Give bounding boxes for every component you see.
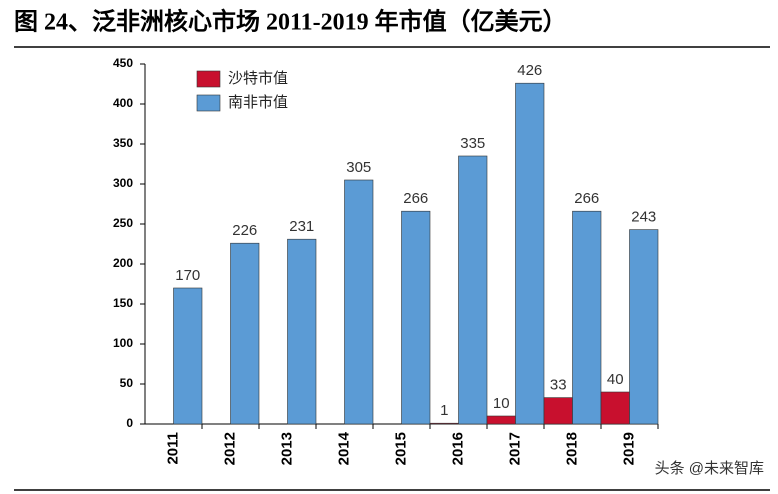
value-label: 266 xyxy=(574,190,599,207)
x-tick-label: 2017 xyxy=(506,432,523,465)
value-label: 305 xyxy=(346,159,371,176)
y-tick-label: 50 xyxy=(120,376,134,390)
value-label: 1 xyxy=(440,402,448,419)
value-label: 10 xyxy=(493,395,510,412)
chart-title: 图 24、泛非洲核心市场 2011-2019 年市值（亿美元） xyxy=(14,8,567,36)
value-label: 426 xyxy=(517,62,542,79)
bar xyxy=(515,82,545,425)
bar xyxy=(230,242,260,425)
x-tick-label: 2012 xyxy=(221,432,238,465)
bar xyxy=(173,287,203,425)
y-tick-label: 300 xyxy=(113,176,133,190)
bar xyxy=(629,229,659,425)
y-tick-label: 150 xyxy=(113,296,133,310)
y-tick-label: 250 xyxy=(113,216,133,230)
bar xyxy=(287,238,317,425)
x-tick-label: 2015 xyxy=(392,432,409,465)
legend-label: 沙特市值 xyxy=(228,70,288,87)
x-tick-label: 2018 xyxy=(563,432,580,465)
y-tick-label: 0 xyxy=(126,416,133,430)
bar xyxy=(600,391,630,425)
value-label: 33 xyxy=(550,377,567,394)
x-tick-label: 2011 xyxy=(164,432,181,465)
y-tick-label: 100 xyxy=(113,336,133,350)
legend-swatch xyxy=(196,70,221,88)
bar xyxy=(344,179,374,425)
y-tick-label: 200 xyxy=(113,256,133,270)
x-tick-label: 2013 xyxy=(278,432,295,465)
x-tick-label: 2014 xyxy=(335,431,352,465)
value-label: 266 xyxy=(403,190,428,207)
y-tick-label: 400 xyxy=(113,96,133,110)
bar xyxy=(543,397,573,425)
bar xyxy=(486,415,516,425)
bar xyxy=(401,210,431,425)
bar xyxy=(458,155,488,425)
legend-swatch xyxy=(196,94,221,112)
x-tick-label: 2016 xyxy=(449,432,466,465)
y-tick-label: 350 xyxy=(113,136,133,150)
value-label: 243 xyxy=(631,209,656,226)
watermark: 头条 @未来智库 xyxy=(655,459,764,477)
x-tick-label: 2019 xyxy=(620,432,637,465)
value-label: 170 xyxy=(175,267,200,284)
legend-label: 南非市值 xyxy=(228,94,288,111)
value-label: 231 xyxy=(289,218,314,235)
y-tick-label: 450 xyxy=(113,56,133,70)
value-label: 226 xyxy=(232,222,257,239)
bar xyxy=(429,422,459,425)
value-label: 335 xyxy=(460,135,485,152)
value-label: 40 xyxy=(607,371,624,388)
bar xyxy=(572,210,602,425)
